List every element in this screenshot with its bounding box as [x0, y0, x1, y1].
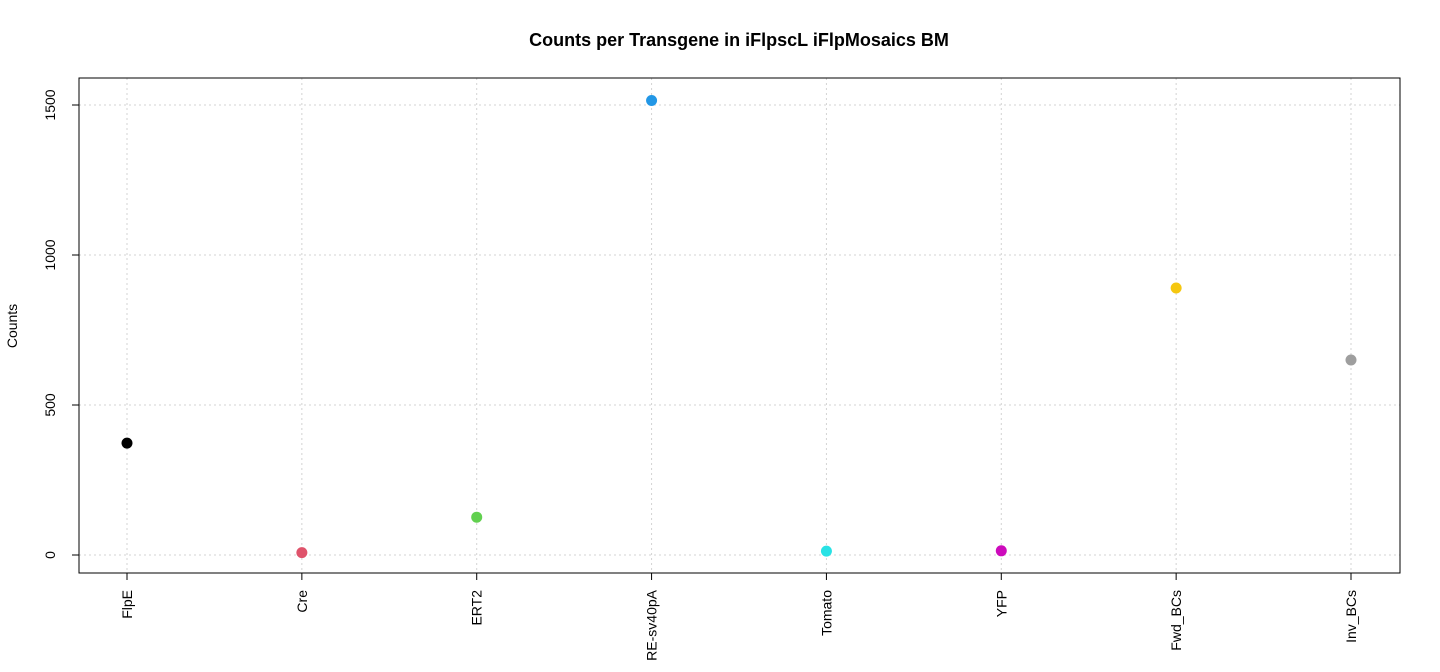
- chart-title: Counts per Transgene in iFlpscL iFlpMosa…: [529, 30, 949, 50]
- x-tick-label: Inv_BCs: [1343, 590, 1359, 643]
- y-axis-label: Counts: [4, 304, 20, 348]
- grid-lines: [79, 78, 1400, 573]
- data-point-tomato: [820, 545, 832, 557]
- x-tick-label: Cre: [294, 590, 310, 613]
- data-point-cre: [296, 547, 308, 559]
- x-tick-label: YFP: [993, 590, 1009, 617]
- data-point-flpe: [121, 437, 133, 449]
- plot-frame: [78, 77, 1401, 574]
- data-point-yfp: [995, 545, 1007, 557]
- y-tick-label: 1500: [42, 89, 58, 120]
- x-tick-label: FlpE: [119, 590, 135, 619]
- data-point-ert2: [471, 511, 483, 523]
- data-points: [121, 95, 1357, 559]
- x-tick-label: ERT2: [469, 590, 485, 626]
- axes: 0 500 1000 1500 FlpE Cre ERT2 RE-sv40pA Tomato YF…: [42, 89, 1359, 661]
- y-tick-label: 500: [42, 393, 58, 417]
- x-tick-label: RE-sv40pA: [644, 589, 660, 660]
- data-point-fwd-bcs: [1170, 282, 1182, 294]
- data-point-re-sv40pa: [646, 95, 658, 106]
- y-tick-label: 1000: [42, 239, 58, 270]
- y-tick-label: 0: [42, 551, 58, 559]
- x-tick-label: Fwd_BCs: [1168, 590, 1184, 651]
- x-tick-label: Tomato: [818, 590, 834, 636]
- data-point-inv-bcs: [1345, 354, 1357, 366]
